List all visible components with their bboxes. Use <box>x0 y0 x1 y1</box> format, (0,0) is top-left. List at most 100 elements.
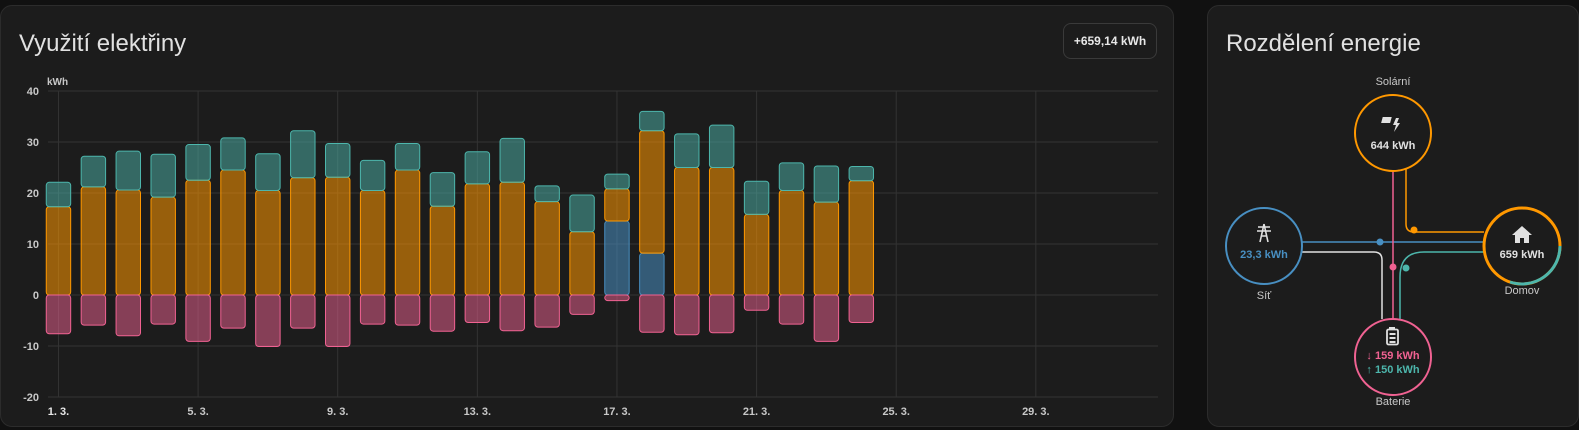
bar-solar[interactable] <box>255 189 281 296</box>
bar-battery-out[interactable] <box>325 143 351 178</box>
bar-battery-in[interactable] <box>220 294 246 329</box>
y-tick-label: 0 <box>33 290 39 302</box>
bar-battery-in[interactable] <box>499 294 525 332</box>
x-tick-label: 21. 3. <box>743 406 771 418</box>
bar-solar[interactable] <box>115 189 142 296</box>
bar-battery-out[interactable] <box>499 137 525 183</box>
bar-solar[interactable] <box>394 169 421 296</box>
bar-battery-out[interactable] <box>290 130 316 179</box>
x-tick-label: 29. 3. <box>1022 406 1050 418</box>
bar-battery-out[interactable] <box>185 144 211 181</box>
bar-battery-out[interactable] <box>604 173 630 190</box>
energy-distribution-card: Rozdělení energie Solární 644 kWh 23,3 k… <box>1207 5 1579 427</box>
bar-battery-in[interactable] <box>255 294 281 348</box>
bar-solar[interactable] <box>639 130 665 254</box>
bar-solar[interactable] <box>813 201 840 296</box>
bar-grid[interactable] <box>639 252 665 296</box>
bar-solar[interactable] <box>429 205 456 296</box>
bar-solar[interactable] <box>80 186 107 296</box>
total-energy-badge[interactable]: +659,14 kWh <box>1063 23 1157 59</box>
bar-battery-out[interactable] <box>813 165 840 203</box>
bar-battery-in[interactable] <box>115 294 142 337</box>
x-tick-label: 17. 3. <box>603 406 631 418</box>
bar-solar[interactable] <box>848 180 875 296</box>
bar-battery-in[interactable] <box>569 294 595 315</box>
battery-node[interactable] <box>1354 318 1432 396</box>
solar-node[interactable] <box>1354 94 1432 172</box>
bar-battery-in[interactable] <box>743 294 770 311</box>
bar-solar[interactable] <box>290 177 316 296</box>
bar-battery-out[interactable] <box>743 180 770 215</box>
bar-battery-out[interactable] <box>848 165 875 182</box>
y-tick-label: -20 <box>23 392 39 404</box>
bar-battery-in[interactable] <box>429 294 456 332</box>
bar-battery-out[interactable] <box>359 159 386 191</box>
bar-solar[interactable] <box>499 181 525 296</box>
grid-to-battery-line <box>1302 251 1383 319</box>
bar-battery-in[interactable] <box>325 294 351 348</box>
bar-battery-in[interactable] <box>185 294 211 342</box>
bar-battery-in[interactable] <box>848 294 875 324</box>
bar-battery-in[interactable] <box>290 294 316 329</box>
bar-battery-in[interactable] <box>778 294 805 325</box>
bar-solar[interactable] <box>45 206 72 296</box>
bar-solar[interactable] <box>604 188 630 222</box>
bar-solar[interactable] <box>674 167 700 296</box>
bar-solar[interactable] <box>220 169 246 296</box>
home-icon <box>1512 226 1532 243</box>
bar-solar[interactable] <box>359 189 386 296</box>
bar-battery-in[interactable] <box>813 294 840 342</box>
x-tick-label: 1. 3. <box>48 406 69 418</box>
bar-solar[interactable] <box>325 176 351 296</box>
home-value: 659 kWh <box>1500 249 1545 261</box>
solar-power-icon <box>1381 117 1400 132</box>
bar-battery-in[interactable] <box>150 294 176 325</box>
bar-battery-in[interactable] <box>464 294 491 324</box>
bar-battery-out[interactable] <box>534 185 560 203</box>
bar-solar[interactable] <box>534 201 560 296</box>
bar-solar[interactable] <box>150 196 176 296</box>
bar-battery-out[interactable] <box>674 133 700 168</box>
bar-grid[interactable] <box>604 220 630 296</box>
bar-battery-in[interactable] <box>674 294 700 336</box>
bar-battery-out[interactable] <box>639 110 665 132</box>
bar-solar[interactable] <box>464 183 491 296</box>
bar-battery-in[interactable] <box>604 294 630 302</box>
bar-battery-out[interactable] <box>150 153 176 198</box>
bar-solar[interactable] <box>743 213 770 296</box>
bar-battery-in[interactable] <box>394 294 421 326</box>
bar-solar[interactable] <box>185 179 211 296</box>
bar-battery-out[interactable] <box>255 153 281 191</box>
bar-battery-in[interactable] <box>45 294 72 335</box>
usage-card-title: Využití elektřiny <box>19 30 187 57</box>
bar-battery-out[interactable] <box>429 172 456 207</box>
bar-battery-in[interactable] <box>708 294 735 334</box>
bar-battery-out[interactable] <box>45 181 72 208</box>
bar-solar[interactable] <box>778 189 805 296</box>
y-tick-label: 30 <box>27 137 39 149</box>
grid-label: Síť <box>1257 290 1272 302</box>
bar-battery-out[interactable] <box>115 150 142 191</box>
energy-usage-chart[interactable]: 40 30 20 10 0 -10 -20 kWh 1. 3. 5. 3. 9. 3. 13. 3. 1… <box>1 6 1175 428</box>
bar-battery-out[interactable] <box>569 194 595 233</box>
x-tick-label: 13. 3. <box>464 406 492 418</box>
battery-out-flow-dot <box>1402 264 1410 272</box>
bar-battery-in[interactable] <box>80 294 107 326</box>
grid-node[interactable] <box>1225 207 1303 285</box>
bar-solar[interactable] <box>569 231 595 296</box>
bar-solar[interactable] <box>708 167 735 296</box>
transmission-tower-icon <box>1257 223 1271 243</box>
x-tick-label: 5. 3. <box>187 406 208 418</box>
bar-battery-out[interactable] <box>80 155 107 188</box>
bar-battery-in[interactable] <box>534 294 560 328</box>
solar-label: Solární <box>1376 76 1411 88</box>
x-tick-label: 9. 3. <box>327 406 348 418</box>
bar-battery-out[interactable] <box>394 143 421 171</box>
bar-battery-in[interactable] <box>359 294 386 325</box>
home-ring-battery-segment <box>1509 245 1562 286</box>
bar-battery-in[interactable] <box>639 294 665 333</box>
bar-battery-out[interactable] <box>464 151 491 185</box>
bar-battery-out[interactable] <box>708 124 735 168</box>
bar-battery-out[interactable] <box>778 162 805 191</box>
bar-battery-out[interactable] <box>220 137 246 171</box>
